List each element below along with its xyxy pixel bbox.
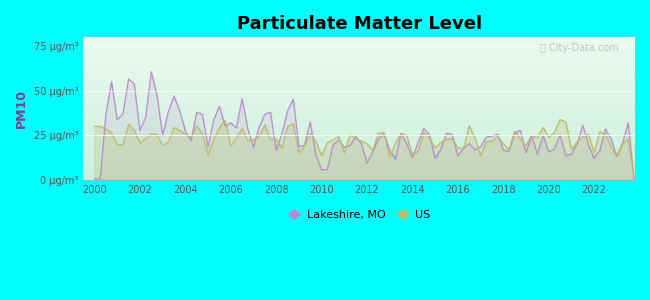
- Title: Particulate Matter Level: Particulate Matter Level: [237, 15, 482, 33]
- Legend: Lakeshire, MO, US: Lakeshire, MO, US: [283, 205, 435, 224]
- Y-axis label: PM10: PM10: [15, 89, 28, 128]
- Text: ⓘ City-Data.com: ⓘ City-Data.com: [540, 43, 618, 53]
